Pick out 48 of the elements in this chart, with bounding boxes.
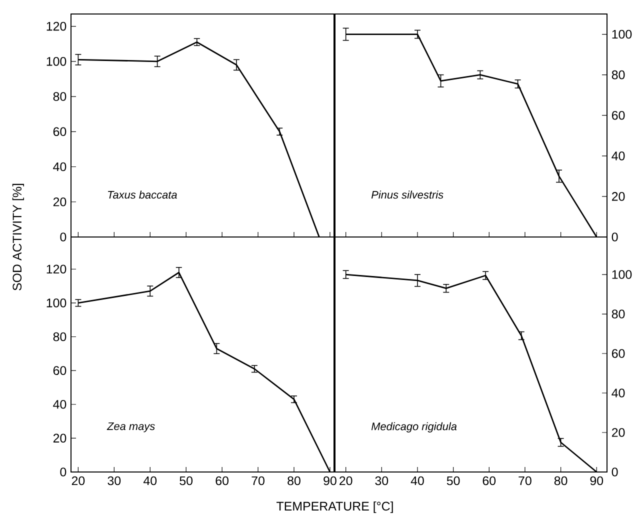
y-tick-label: 40 bbox=[53, 400, 66, 409]
x-tick-label: 40 bbox=[143, 476, 157, 486]
y-tick-label: 80 bbox=[53, 332, 66, 342]
x-tick-label: 40 bbox=[410, 476, 424, 486]
x-tick-label: 60 bbox=[482, 476, 496, 486]
y-tick-label: 0 bbox=[612, 468, 618, 476]
x-tick-label: 20 bbox=[340, 476, 352, 486]
y-tick-label: 80 bbox=[612, 70, 625, 80]
y-tick-label: 20 bbox=[612, 192, 625, 201]
annotation: Zea mays bbox=[106, 422, 155, 432]
x-tick-label: 70 bbox=[518, 476, 532, 486]
annotation: Pinus silvestris bbox=[371, 190, 444, 199]
x-axis-title: TEMPERATURE [°C] bbox=[276, 501, 393, 514]
x-tick-label: 70 bbox=[252, 476, 264, 486]
y-tick-label: 100 bbox=[46, 57, 66, 66]
y-tick-label: 0 bbox=[60, 232, 66, 242]
x-tick-label: 90 bbox=[590, 476, 604, 486]
y-tick-label: 40 bbox=[612, 152, 625, 160]
x-tick-label: 80 bbox=[288, 476, 300, 486]
x-tick-label: 50 bbox=[180, 476, 193, 486]
y-tick-label: 60 bbox=[612, 349, 625, 358]
y-tick-label: 120 bbox=[46, 264, 66, 274]
y-tick-label: 20 bbox=[612, 428, 625, 437]
y-tick-label: 20 bbox=[53, 197, 66, 206]
x-tick-label: 50 bbox=[446, 476, 460, 486]
y-tick-label: 60 bbox=[612, 110, 625, 120]
y-tick-label: 120 bbox=[46, 22, 66, 31]
x-tick-label: 60 bbox=[216, 476, 228, 486]
y-tick-label: 0 bbox=[612, 232, 618, 242]
x-tick-label: 90 bbox=[324, 476, 336, 486]
y-tick-label: 60 bbox=[53, 127, 66, 136]
y-axis-title: SOD ACTIVITY [%] bbox=[12, 184, 24, 290]
y-tick-label: 0 bbox=[60, 468, 66, 476]
y-tick-label: 100 bbox=[46, 298, 66, 308]
y-tick-label: 60 bbox=[53, 366, 66, 375]
x-tick-label: 20 bbox=[72, 476, 85, 486]
x-tick-label: 30 bbox=[375, 476, 388, 486]
annotation: Medicago rigidula bbox=[371, 422, 457, 432]
x-tick-label: 80 bbox=[554, 476, 568, 486]
y-tick-label: 20 bbox=[53, 434, 66, 443]
y-tick-label: 40 bbox=[53, 162, 66, 172]
x-tick-label: 30 bbox=[108, 476, 121, 486]
y-tick-label: 80 bbox=[53, 92, 66, 101]
annotation: Taxus baccata bbox=[108, 190, 177, 199]
y-tick-label: 100 bbox=[612, 270, 632, 279]
y-tick-label: 100 bbox=[612, 30, 632, 39]
y-tick-label: 80 bbox=[612, 310, 625, 318]
y-tick-label: 40 bbox=[612, 388, 625, 398]
